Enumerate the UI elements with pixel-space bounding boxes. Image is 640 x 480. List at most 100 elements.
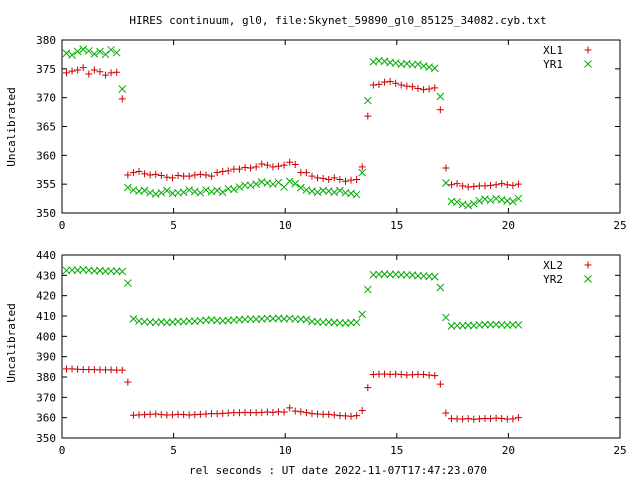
top-y-tick-label: 360 xyxy=(36,149,56,162)
data-point-XL1 xyxy=(79,64,87,72)
data-point-YR1 xyxy=(157,188,166,197)
data-point-XL1 xyxy=(113,68,121,76)
data-point-YR2 xyxy=(414,271,422,280)
data-point-XL2 xyxy=(358,407,366,415)
legend-marker-YR1 xyxy=(584,60,592,68)
data-point-XL1 xyxy=(135,167,143,175)
data-point-XL1 xyxy=(381,78,389,86)
top-y-tick-label: 365 xyxy=(36,121,56,134)
data-point-YR1 xyxy=(84,47,93,55)
legend-label-YR1: YR1 xyxy=(543,58,563,71)
data-point-XL2 xyxy=(286,404,294,412)
data-point-YR2 xyxy=(146,318,155,326)
data-point-XL1 xyxy=(219,167,227,175)
data-point-YR2 xyxy=(481,320,489,329)
data-point-YR2 xyxy=(430,272,439,281)
data-point-XL1 xyxy=(464,183,472,191)
data-point-YR2 xyxy=(497,321,506,329)
data-point-YR2 xyxy=(185,317,194,325)
data-point-YR1 xyxy=(163,186,171,195)
data-point-XL2 xyxy=(302,409,310,417)
data-point-XL1 xyxy=(269,163,277,171)
legend-label-YR2: YR2 xyxy=(543,273,563,286)
bottom-y-tick-label: 360 xyxy=(36,412,56,425)
data-point-XL1 xyxy=(420,86,428,94)
data-point-XL2 xyxy=(420,371,428,379)
data-point-XL1 xyxy=(308,172,316,180)
data-point-XL2 xyxy=(498,414,506,422)
data-point-XL1 xyxy=(347,176,355,184)
data-point-XL2 xyxy=(124,378,132,386)
data-point-XL1 xyxy=(314,174,322,182)
top-plot-frame xyxy=(61,39,621,214)
bottom-x-tick-label: 25 xyxy=(613,444,626,457)
data-point-YR1 xyxy=(336,186,344,195)
data-point-YR1 xyxy=(235,183,244,191)
data-point-YR1 xyxy=(291,179,300,188)
data-point-XL1 xyxy=(152,170,160,178)
data-point-YR2 xyxy=(363,285,372,294)
bottom-y-tick-label: 440 xyxy=(36,249,56,262)
data-point-YR1 xyxy=(62,49,71,58)
data-point-YR1 xyxy=(285,177,294,186)
data-point-YR2 xyxy=(386,270,394,279)
data-point-YR2 xyxy=(263,314,272,323)
data-point-YR2 xyxy=(246,315,255,323)
data-point-XL1 xyxy=(141,170,149,178)
data-point-YR1 xyxy=(509,197,517,206)
data-point-YR2 xyxy=(336,319,344,327)
data-point-YR2 xyxy=(90,267,99,275)
data-point-YR1 xyxy=(274,178,283,187)
data-point-XL1 xyxy=(302,169,310,177)
data-point-XL1 xyxy=(330,174,338,182)
data-point-YR1 xyxy=(123,183,132,192)
data-point-YR2 xyxy=(514,321,523,329)
data-point-YR1 xyxy=(101,50,110,59)
data-point-YR2 xyxy=(442,313,450,322)
data-point-XL1 xyxy=(442,164,450,172)
data-point-XL2 xyxy=(291,407,299,415)
data-point-YR1 xyxy=(252,180,261,189)
data-point-XL2 xyxy=(280,408,288,416)
data-point-YR1 xyxy=(486,196,495,205)
data-point-YR1 xyxy=(79,45,88,54)
legend-marker-YR2 xyxy=(584,275,592,283)
data-point-YR1 xyxy=(430,64,439,73)
top-ylabel: Uncalibrated xyxy=(5,87,18,166)
bottom-x-tick-label: 0 xyxy=(59,444,66,457)
data-point-XL1 xyxy=(353,176,361,184)
data-point-XL1 xyxy=(224,167,232,175)
data-point-XL1 xyxy=(196,170,204,178)
data-point-YR1 xyxy=(269,180,277,189)
top-series-XL1 xyxy=(62,64,522,191)
data-point-XL2 xyxy=(509,415,517,423)
data-point-XL1 xyxy=(341,177,349,185)
data-point-XL1 xyxy=(263,161,271,169)
data-point-XL1 xyxy=(96,68,104,76)
data-point-YR1 xyxy=(469,199,478,208)
data-point-XL1 xyxy=(90,66,98,74)
data-point-XL2 xyxy=(487,415,495,423)
data-point-XL1 xyxy=(503,181,511,189)
data-point-XL1 xyxy=(208,172,216,180)
data-point-YR2 xyxy=(101,267,110,276)
data-point-XL1 xyxy=(319,174,327,182)
data-point-XL1 xyxy=(459,182,467,190)
top-y-tick-label: 380 xyxy=(36,34,56,47)
data-point-YR2 xyxy=(112,267,121,276)
data-point-YR2 xyxy=(235,315,244,324)
data-point-XL1 xyxy=(369,81,377,89)
data-point-XL2 xyxy=(269,408,277,416)
data-point-XL1 xyxy=(286,158,294,166)
data-point-XL2 xyxy=(347,412,355,420)
bottom-y-tick-label: 410 xyxy=(36,310,56,323)
top-x-tick-label: 15 xyxy=(390,219,403,232)
data-point-XL2 xyxy=(353,412,361,420)
data-point-YR1 xyxy=(73,47,82,56)
data-point-YR2 xyxy=(319,318,327,327)
data-point-YR1 xyxy=(241,181,249,190)
data-point-YR1 xyxy=(464,201,473,210)
bottom-y-tick-label: 350 xyxy=(36,432,56,445)
data-point-YR1 xyxy=(442,179,450,187)
